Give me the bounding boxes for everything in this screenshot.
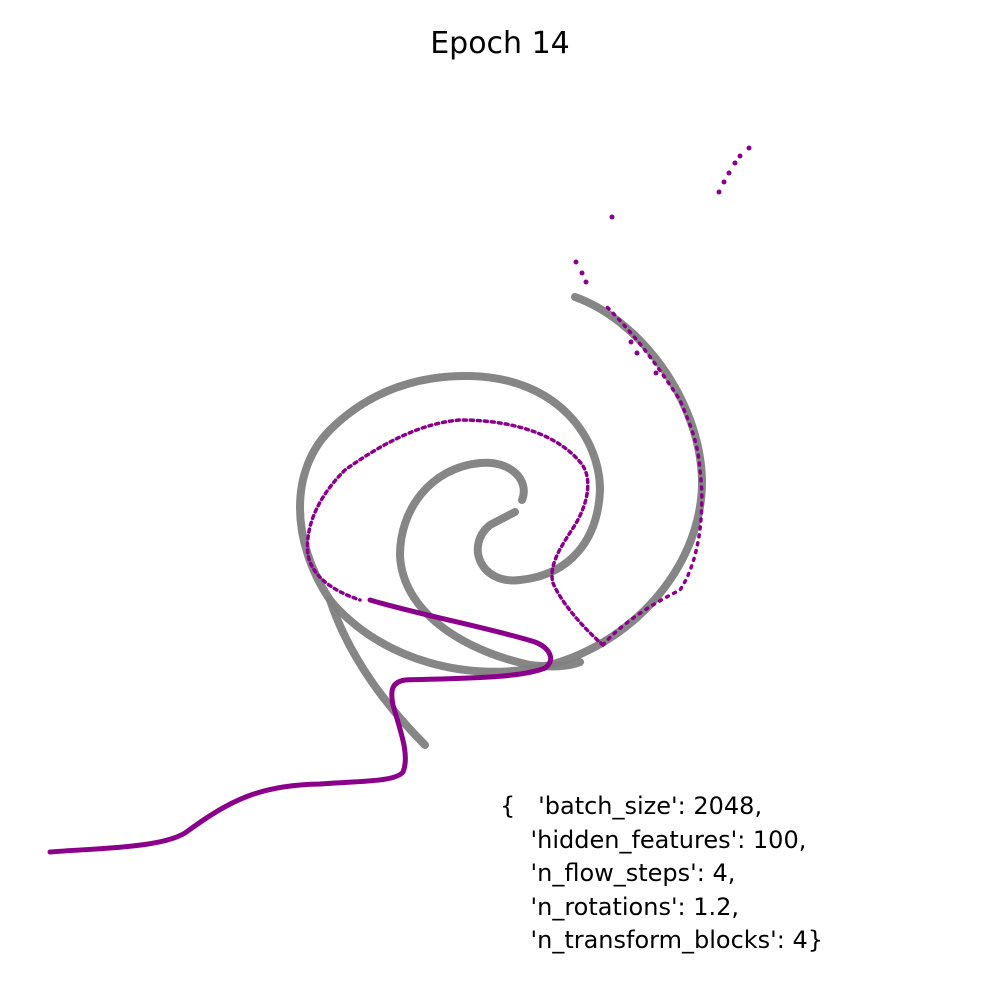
sample-point bbox=[716, 189, 722, 195]
annotation-line: 'n_transform_blocks': 4} bbox=[500, 926, 824, 954]
sample-point bbox=[737, 153, 743, 159]
sample-point bbox=[579, 270, 585, 276]
sample-point bbox=[634, 350, 640, 356]
target-spiral-inner-arm bbox=[395, 458, 584, 671]
sample-point bbox=[573, 259, 579, 265]
annotation-line: 'hidden_features': 100, bbox=[500, 825, 807, 854]
annotation-line: { 'batch_size': 2048, bbox=[500, 792, 763, 820]
target-spiral-tail bbox=[326, 596, 429, 749]
sample-point bbox=[628, 339, 634, 345]
hyperparameter-annotation: { 'batch_size': 2048, 'hidden_features':… bbox=[500, 790, 823, 958]
sample-point bbox=[583, 279, 589, 285]
sample-point bbox=[732, 160, 738, 166]
samples-inner-curve bbox=[305, 418, 605, 647]
sample-point bbox=[726, 170, 732, 176]
sample-point bbox=[746, 145, 752, 151]
chart-title: Epoch 14 bbox=[430, 26, 570, 61]
annotation-line: 'n_rotations': 1.2, bbox=[500, 892, 740, 921]
target-spiral-outer-arm bbox=[296, 293, 707, 676]
sample-point bbox=[721, 179, 727, 185]
sample-point bbox=[653, 370, 659, 376]
samples-right-curve bbox=[601, 303, 704, 647]
samples-lower-curve bbox=[47, 597, 554, 855]
annotation-line: 'n_flow_steps': 4, bbox=[500, 859, 736, 887]
sample-point bbox=[609, 214, 615, 220]
